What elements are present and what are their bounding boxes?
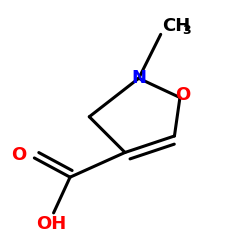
- Text: O: O: [12, 146, 27, 164]
- Text: OH: OH: [36, 215, 66, 233]
- Text: 3: 3: [182, 24, 190, 37]
- Text: N: N: [131, 69, 146, 87]
- Text: CH: CH: [162, 17, 190, 35]
- Text: O: O: [175, 86, 190, 104]
